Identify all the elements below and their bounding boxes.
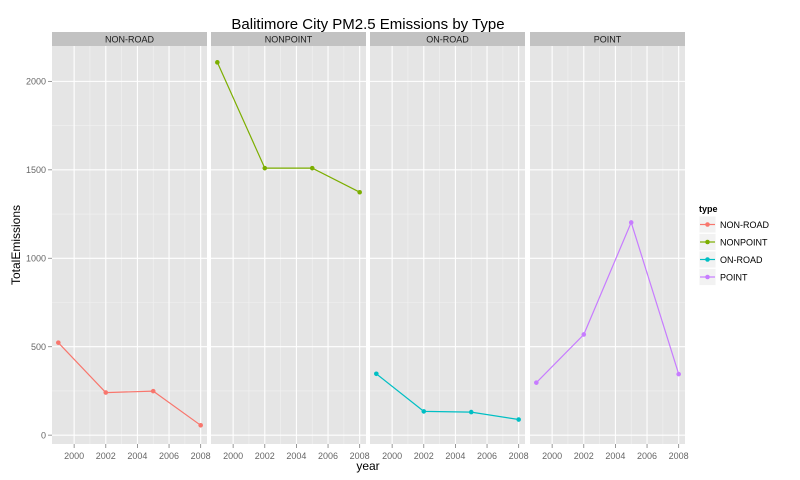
panel-background [530, 46, 685, 444]
x-tick-label: 2000 [542, 451, 562, 461]
legend-label: ON-ROAD [720, 255, 763, 265]
facet-strip [530, 32, 685, 46]
chart-title: Balitimore City PM2.5 Emissions by Type [231, 16, 504, 33]
x-tick-label: 2008 [669, 451, 689, 461]
facet-strip [211, 32, 366, 46]
x-tick-label: 2002 [574, 451, 594, 461]
data-point-nonpoint-2008 [357, 189, 362, 195]
facet-strip-label: ON-ROAD [426, 35, 469, 45]
x-tick-label: 2002 [414, 451, 434, 461]
x-tick-label: 2000 [382, 451, 402, 461]
facet-strip-label: NONPOINT [265, 35, 313, 45]
y-tick-label: 500 [31, 342, 46, 352]
data-point-on-road-2002 [421, 409, 427, 414]
x-tick-label: 2002 [96, 451, 116, 461]
legend-key-point [705, 257, 710, 262]
facet-strip [370, 32, 525, 46]
facet-strip [52, 32, 207, 46]
data-point-on-road-2008 [516, 417, 521, 422]
data-point-on-road-2005 [468, 409, 474, 415]
panel-background [52, 46, 207, 444]
legend-label: POINT [720, 273, 748, 283]
facet-panel-on-road: ON-ROAD 2000 2002 2004 2006 2008 [370, 32, 529, 461]
legend-key-point [705, 222, 710, 227]
legend-item-point: POINT [698, 268, 748, 286]
facet-strip-label: POINT [594, 35, 622, 45]
x-tick-label: 2004 [445, 451, 465, 461]
data-point-nonpoint-2002 [262, 165, 268, 171]
x-tick-label: 2008 [191, 451, 211, 461]
x-tick-label: 2006 [477, 451, 497, 461]
x-tick-label: 2004 [605, 451, 625, 461]
x-tick-label: 2004 [286, 451, 306, 461]
facet-panel-non-road: NON-ROAD 2000 2002 2004 2006 2008 [52, 32, 211, 461]
x-axis-title: year [356, 459, 379, 473]
data-point-nonpoint-1999 [215, 60, 220, 65]
y-axis: 0 500 1000 1500 2000 [26, 77, 52, 440]
y-tick-label: 1500 [26, 165, 46, 175]
legend-key-point [705, 239, 710, 245]
series-line-non-road [57, 342, 202, 426]
data-point-non-road-2008 [198, 422, 203, 428]
panel-background [211, 46, 366, 444]
x-tick-label: 2004 [127, 451, 147, 461]
data-point-non-road-1999 [56, 340, 61, 345]
series-line-nonpoint [216, 62, 360, 193]
data-point-point-2008 [676, 371, 681, 377]
facet-panel-nonpoint: NONPOINT 2000 2002 2004 2006 2008 [211, 32, 370, 461]
y-tick-label: 2000 [26, 77, 46, 87]
series-line-on-road [375, 373, 519, 421]
x-tick-label: 2008 [350, 451, 370, 461]
data-point-point-1999 [534, 380, 539, 385]
data-point-point-2005 [628, 220, 634, 225]
legend-item-nonpoint: NONPOINT [698, 233, 768, 251]
data-point-nonpoint-2005 [309, 165, 315, 171]
facet-panels: NON-ROAD 2000 2002 2004 2006 2008 NONPOINT 2000… [26, 32, 689, 461]
data-point-on-road-1999 [374, 371, 379, 377]
y-tick-label: 0 [41, 430, 46, 440]
legend-label: NON-ROAD [720, 220, 769, 230]
facet-panel-point: POINT 2000 2002 2004 2006 2008 [530, 32, 689, 461]
x-tick-label: 2008 [509, 451, 529, 461]
y-tick-label: 1000 [26, 253, 46, 263]
legend-title: type [699, 204, 718, 214]
y-axis-title: TotalEmissions [9, 205, 23, 285]
legend-label: NONPOINT [720, 238, 768, 248]
x-tick-label: 2006 [318, 451, 338, 461]
series-line-point [535, 220, 680, 384]
panel-background [370, 46, 525, 444]
facet-strip-label: NON-ROAD [105, 35, 154, 45]
x-tick-label: 2006 [159, 451, 179, 461]
data-point-non-road-2002 [103, 390, 109, 395]
x-tick-label: 2002 [255, 451, 275, 461]
x-tick-label: 2000 [64, 451, 84, 461]
x-tick-label: 2000 [223, 451, 243, 461]
data-point-point-2002 [581, 332, 587, 337]
legend-item-non-road: NON-ROAD [698, 215, 769, 234]
data-point-non-road-2005 [150, 388, 156, 394]
legend-item-on-road: ON-ROAD [698, 250, 763, 269]
legend-key-point [705, 274, 710, 280]
x-tick-label: 2006 [637, 451, 657, 461]
